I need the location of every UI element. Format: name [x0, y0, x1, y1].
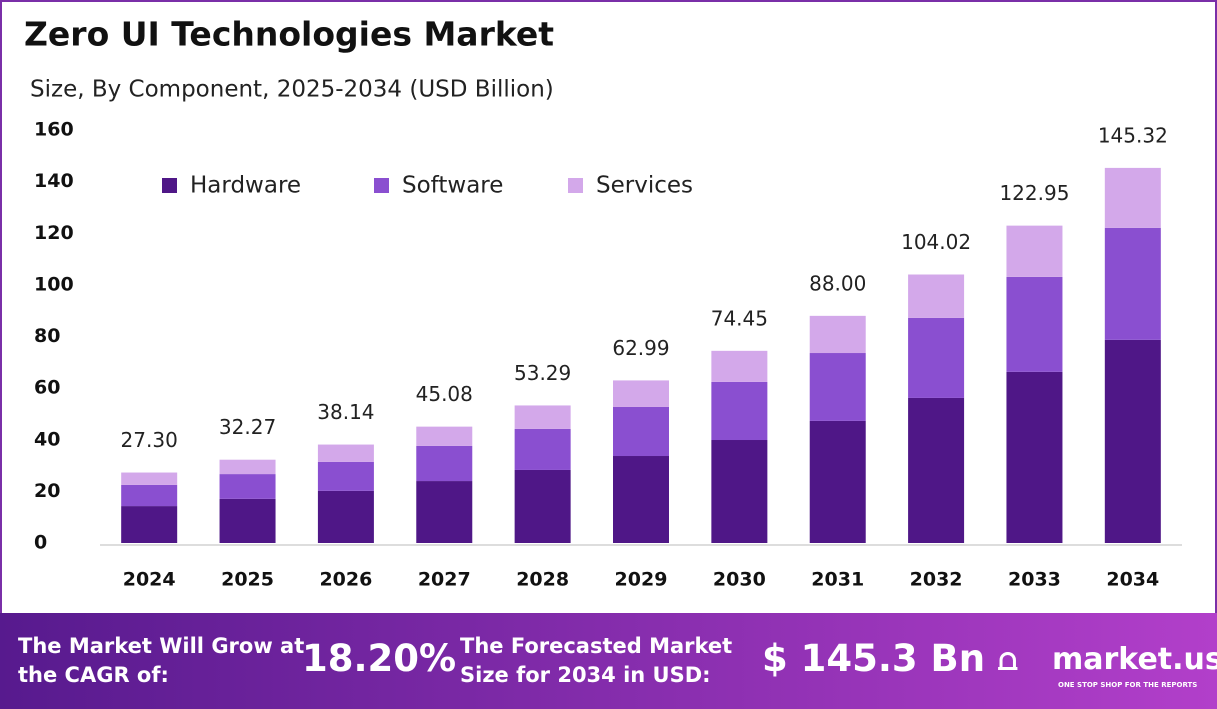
bar-segment: [1104, 167, 1161, 228]
x-tick-label: 2034: [1106, 569, 1159, 591]
bar-segment: [121, 472, 178, 485]
bar-segment: [416, 426, 473, 446]
total-label: 53.29: [514, 361, 571, 385]
cagr-value: 18.20%: [302, 637, 457, 680]
total-label: 32.27: [219, 415, 276, 439]
total-label: 104.02: [901, 230, 971, 254]
total-label: 62.99: [612, 336, 669, 360]
bar-segment: [317, 461, 374, 491]
bar-segment: [219, 459, 276, 475]
x-tick-label: 2032: [910, 569, 963, 591]
bar-segment: [121, 506, 178, 543]
cagr-text: The Market Will Grow at the CAGR of:: [18, 634, 305, 687]
bar-segment: [1104, 339, 1161, 543]
bar-segment: [514, 428, 571, 470]
bar-segment: [121, 484, 178, 507]
forecast-value: $ 145.3 Bn: [762, 637, 986, 680]
x-tick-label: 2029: [615, 569, 668, 591]
bar-segment: [1104, 227, 1161, 340]
x-tick-label: 2027: [418, 569, 471, 591]
brand-name: market.us: [1052, 642, 1217, 677]
y-tick-label: 120: [34, 222, 74, 244]
total-label: 88.00: [809, 271, 866, 295]
bar-segment: [711, 440, 768, 543]
y-tick-label: 60: [34, 377, 60, 399]
legend-label: Hardware: [190, 173, 301, 199]
bar-segment: [809, 315, 866, 354]
total-label: 74.45: [711, 306, 768, 330]
bar-segment: [219, 498, 276, 543]
x-tick-label: 2033: [1008, 569, 1061, 591]
y-tick-label: 160: [34, 119, 74, 141]
total-label: 38.14: [317, 400, 374, 424]
legend-swatch: [374, 178, 389, 193]
chart-subtitle: Size, By Component, 2025-2034 (USD Billi…: [30, 77, 554, 103]
forecast-text: The Forecasted Market Size for 2034 in U…: [460, 634, 733, 687]
bar-segment: [613, 406, 669, 457]
x-tick-label: 2030: [713, 569, 766, 591]
x-tick-label: 2028: [516, 569, 569, 591]
bar-segment: [416, 481, 473, 543]
y-tick-label: 140: [34, 170, 74, 192]
total-label: 27.30: [121, 428, 178, 452]
bar-segment: [1006, 371, 1063, 543]
x-tick-label: 2025: [221, 569, 274, 591]
bar-segment: [809, 420, 866, 543]
bar-segment: [908, 274, 965, 318]
bar-segment: [711, 350, 768, 382]
bar-segment: [908, 397, 965, 543]
footer-band: [0, 613, 1217, 709]
bar-segment: [219, 474, 276, 499]
bar-segment: [1006, 276, 1063, 372]
bar-segment: [317, 444, 374, 462]
total-label: 145.32: [1098, 123, 1168, 147]
bar-segment: [908, 317, 965, 398]
x-tick-label: 2026: [319, 569, 372, 591]
y-tick-label: 80: [34, 325, 60, 347]
legend-label: Software: [402, 173, 503, 199]
total-label: 122.95: [999, 181, 1069, 205]
x-tick-label: 2031: [811, 569, 864, 591]
bar-segment: [613, 380, 669, 407]
bar-segment: [809, 353, 866, 421]
bar-segment: [514, 405, 571, 429]
chart-title: Zero UI Technologies Market: [24, 15, 554, 54]
y-tick-label: 40: [34, 428, 60, 450]
y-tick-label: 20: [34, 480, 60, 502]
bar-segment: [711, 381, 768, 441]
bar-segment: [1006, 225, 1063, 277]
brand-tagline: ONE STOP SHOP FOR THE REPORTS: [1058, 681, 1198, 689]
total-label: 45.08: [416, 382, 473, 406]
legend-label: Services: [596, 173, 693, 199]
legend-swatch: [568, 178, 583, 193]
bar-segment: [613, 456, 669, 543]
legend-swatch: [162, 178, 177, 193]
y-tick-label: 0: [34, 532, 47, 554]
bar-segment: [317, 490, 374, 543]
y-tick-label: 100: [34, 273, 74, 295]
bar-segment: [416, 445, 473, 482]
x-tick-label: 2024: [123, 569, 176, 591]
brand-logo: ⩍: [998, 643, 1018, 678]
bar-segment: [514, 469, 571, 543]
